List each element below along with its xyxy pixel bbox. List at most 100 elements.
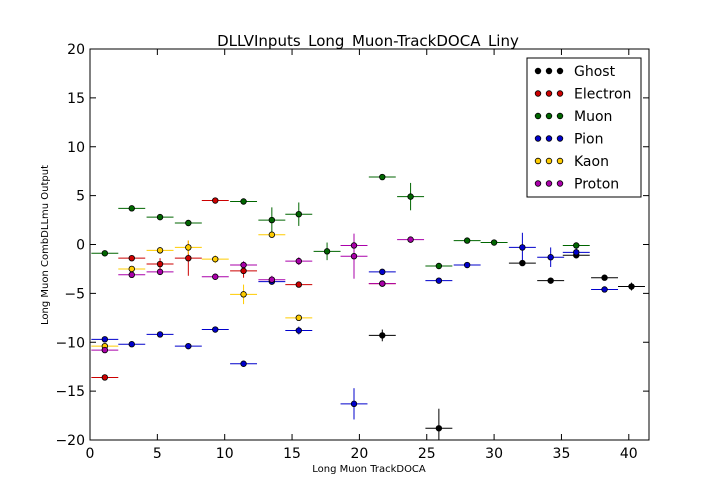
legend-label-electron: Electron <box>574 87 631 103</box>
data-point-proton-10 <box>407 236 414 243</box>
data-point-muon-8 <box>379 173 386 181</box>
data-point-pion-10 <box>435 277 443 284</box>
data-point-pion-13 <box>547 254 554 261</box>
legend-marker-ghost-0 <box>534 67 542 75</box>
legend-label-muon: Muon <box>574 109 612 125</box>
data-point-muon-9 <box>407 193 414 200</box>
data-point-ghost-1 <box>435 425 443 432</box>
data-point-kaon-3 <box>185 244 192 251</box>
legend-marker-kaon-0 <box>534 157 542 165</box>
legend-marker-electron-2 <box>556 90 564 97</box>
x-tick-label-5: 5 <box>153 446 162 462</box>
data-point-proton-6 <box>295 257 302 265</box>
legend-marker-ghost-2 <box>556 67 564 75</box>
data-point-muon-5 <box>268 216 276 224</box>
legend-box <box>526 57 642 198</box>
y-tick-label-15: 15 <box>67 91 85 107</box>
data-point-muon-6 <box>295 210 302 218</box>
y-tick-label-5: 5 <box>76 189 85 205</box>
x-tick-label-10: 10 <box>216 446 234 462</box>
y-tick-label--15: −15 <box>55 384 85 400</box>
data-point-muon-11 <box>463 237 471 244</box>
y-tick-label-10: 10 <box>67 140 85 156</box>
data-point-kaon-6 <box>268 231 276 238</box>
y-tick-label--5: −5 <box>64 286 85 302</box>
legend-marker-pion-0 <box>534 135 542 142</box>
x-tick-label-20: 20 <box>350 446 368 462</box>
x-axis-label: Long Muon TrackDOCA <box>312 464 426 475</box>
data-point-electron-2 <box>156 260 164 268</box>
data-point-proton-9 <box>379 280 386 287</box>
data-point-muon-1 <box>128 205 135 212</box>
data-point-kaon-5 <box>240 291 247 298</box>
x-tick-label-35: 35 <box>553 446 571 462</box>
x-tick-label-40: 40 <box>620 446 638 462</box>
data-point-kaon-2 <box>156 247 164 254</box>
points-layer <box>101 173 635 432</box>
legend: Ghost Electron Muon Pion Kaon Proton <box>526 57 642 198</box>
legend-marker-ghost-1 <box>545 67 553 75</box>
data-point-proton-2 <box>156 268 164 276</box>
data-point-muon-0 <box>101 250 109 257</box>
legend-label-proton: Proton <box>574 177 619 193</box>
data-point-ghost-3 <box>547 277 554 284</box>
data-point-kaon-7 <box>295 314 302 322</box>
legend-marker-muon-1 <box>545 112 553 120</box>
data-point-pion-7 <box>295 327 302 334</box>
data-point-pion-8 <box>350 400 358 408</box>
y-axis-label: Long Muon CombDLLmu Output <box>40 165 51 325</box>
y-tick-label-20: 20 <box>67 42 85 58</box>
data-point-pion-4 <box>212 326 219 333</box>
y-tick-label-0: 0 <box>76 238 85 254</box>
legend-marker-muon-0 <box>534 112 542 120</box>
data-point-pion-12 <box>519 244 526 251</box>
legend-label-ghost: Ghost <box>574 64 616 80</box>
y-tick-label--10: −10 <box>55 335 85 351</box>
data-point-kaon-4 <box>212 255 219 263</box>
data-point-muon-4 <box>240 198 247 205</box>
legend-label-pion: Pion <box>574 132 603 148</box>
data-point-electron-0 <box>101 374 109 381</box>
data-point-proton-4 <box>240 261 247 269</box>
data-point-ghost-2 <box>519 259 526 267</box>
legend-marker-pion-1 <box>545 135 553 142</box>
data-point-muon-12 <box>490 239 498 246</box>
data-point-ghost-6 <box>628 283 635 290</box>
data-point-proton-3 <box>212 273 219 280</box>
x-tick-label-30: 30 <box>485 446 503 462</box>
x-tick-label-15: 15 <box>283 446 301 462</box>
data-point-pion-0 <box>101 336 109 343</box>
data-point-proton-1 <box>128 271 135 279</box>
data-point-muon-2 <box>156 213 164 221</box>
data-point-electron-1 <box>128 254 135 262</box>
data-point-pion-15 <box>601 286 608 293</box>
legend-marker-muon-2 <box>556 112 564 120</box>
legend-label-kaon: Kaon <box>574 154 609 170</box>
data-point-pion-1 <box>128 341 135 348</box>
data-point-pion-3 <box>185 342 192 350</box>
data-point-muon-10 <box>435 262 443 270</box>
data-point-pion-11 <box>463 261 471 269</box>
data-point-muon-13 <box>573 242 580 249</box>
data-point-electron-6 <box>295 281 302 288</box>
legend-marker-proton-2 <box>556 180 564 187</box>
plot-frame <box>89 48 650 441</box>
ticks-layer: 0 5 10 15 20 25 30 35 40 −20 −15 −10 −5 0 5 10 15 20 <box>55 42 649 462</box>
data-point-kaon-1 <box>128 265 135 273</box>
data-point-electron-3 <box>185 254 192 262</box>
y-tick-label--20: −20 <box>55 433 85 449</box>
data-point-muon-3 <box>185 219 192 227</box>
x-tick-label-0: 0 <box>86 446 95 462</box>
legend-marker-proton-0 <box>534 180 542 187</box>
data-point-pion-14 <box>573 249 580 256</box>
legend-marker-electron-0 <box>534 90 542 97</box>
data-point-pion-9 <box>379 268 386 276</box>
data-point-ghost-0 <box>379 332 386 339</box>
legend-marker-kaon-1 <box>545 157 553 165</box>
data-point-proton-7 <box>350 253 358 260</box>
data-point-proton-8 <box>350 242 358 249</box>
data-point-pion-5 <box>240 360 247 367</box>
data-point-electron-4 <box>212 197 219 204</box>
data-point-proton-0 <box>101 346 109 354</box>
